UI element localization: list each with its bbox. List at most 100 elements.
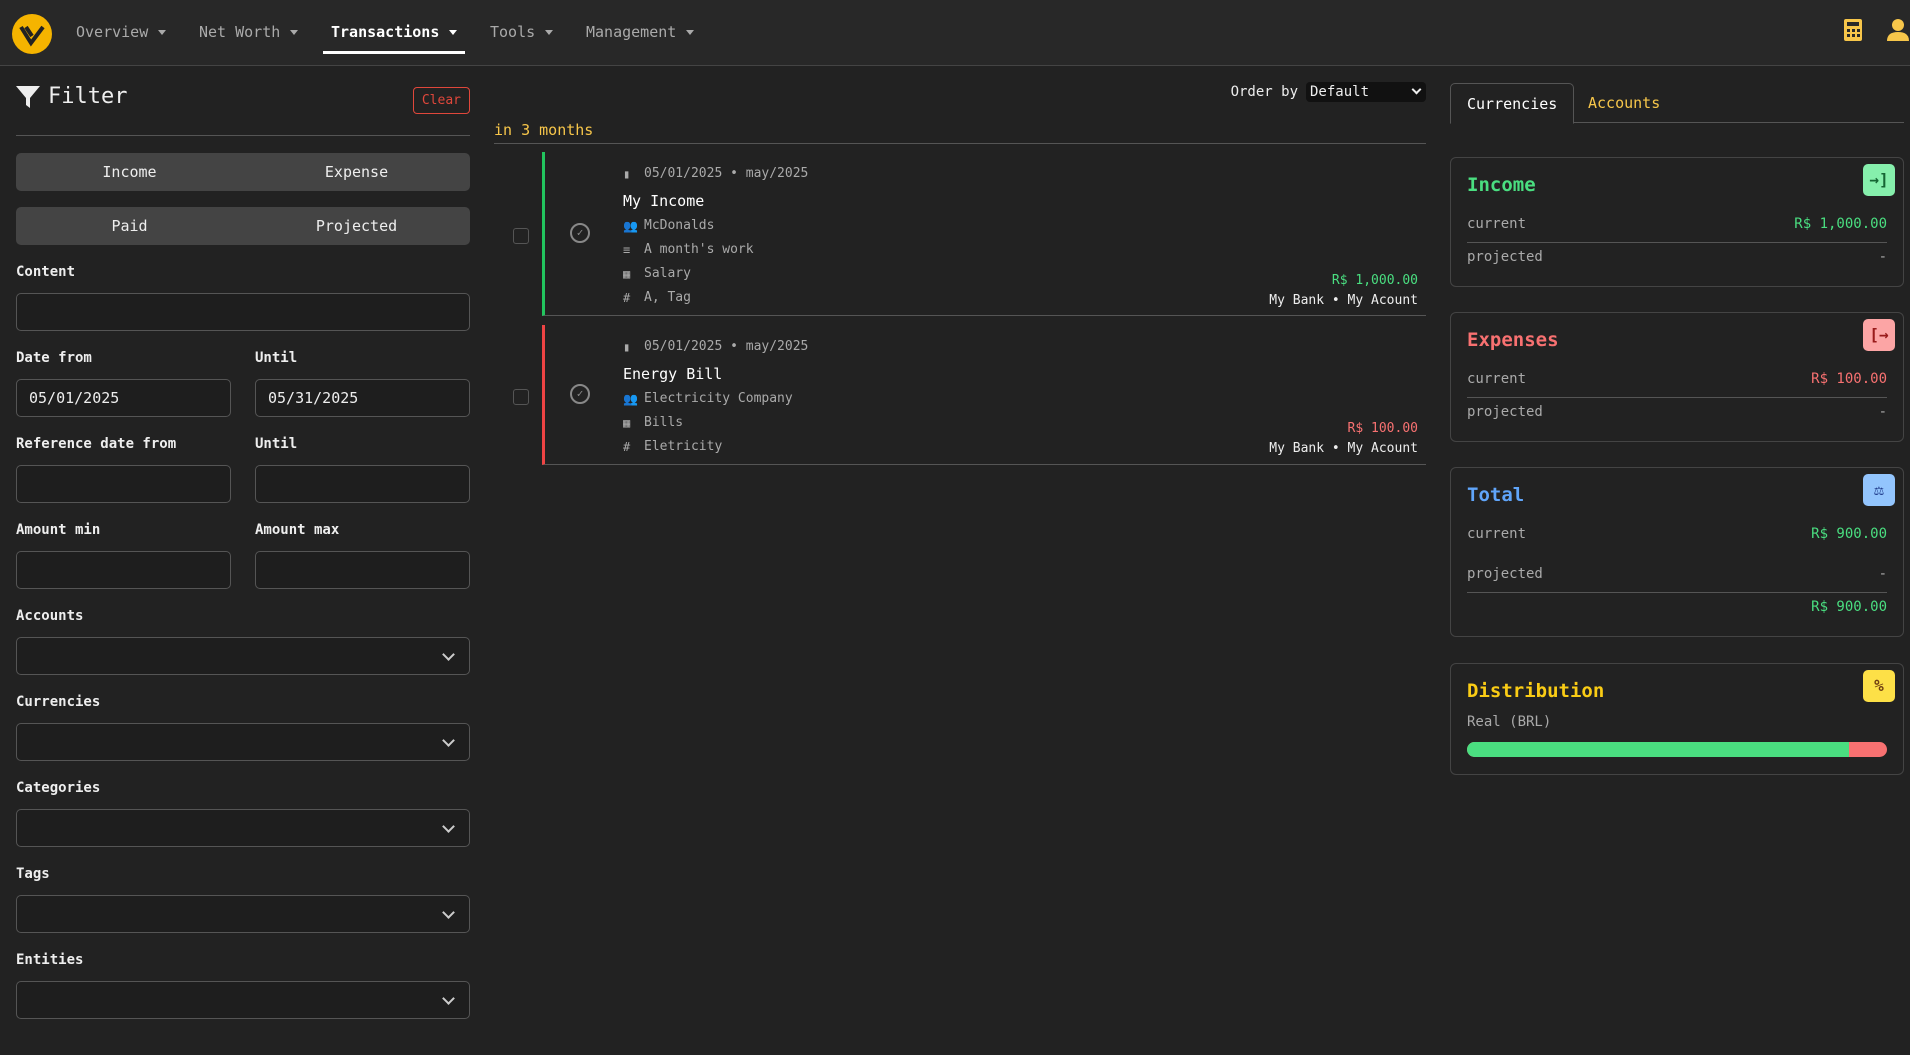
summary-tabs: Currencies Accounts [1450,83,1904,124]
current-value: R$ 1,000.00 [1794,216,1887,232]
order-label: Order by [1230,84,1298,100]
divider [494,143,1426,144]
category-icon: ▦ [623,415,631,430]
total-value: R$ 900.00 [1811,599,1887,615]
nav-overview[interactable]: Overview [76,0,167,54]
tx-date: 05/01/2025 • may/2025 [644,166,809,181]
currencies-select[interactable] [16,723,470,761]
navbar: Overview Net Worth Transactions Tools Ma… [0,0,1910,66]
amount-max-label: Amount max [255,522,340,538]
amount-max-input[interactable] [255,551,470,589]
description-icon: ≡ [623,242,631,257]
projected-label: projected [1467,566,1543,582]
tx-description: A month's work [644,242,754,257]
user-icon[interactable] [1886,18,1910,49]
divider [1467,397,1887,398]
tags-label: Tags [16,866,50,882]
nav-management[interactable]: Management [586,0,695,54]
tab-currencies[interactable]: Currencies [1450,83,1575,124]
paid-toggle[interactable]: Paid [111,217,148,235]
category-icon: ▦ [623,266,631,281]
ref-date-until-label: Until [255,436,298,452]
card-title: Total [1467,484,1525,506]
caret-down-icon [158,30,167,35]
transaction-row[interactable]: ✓ ▮ 05/01/2025 • may/2025 My Income 👥 McDo… [513,152,1426,316]
calendar-icon: ▮ [623,166,631,181]
current-label: current [1467,526,1527,542]
card-title: Distribution [1467,680,1605,702]
content-input[interactable] [16,293,470,331]
calendar-icon: ▮ [623,339,631,354]
sign-in-icon: →] [1863,164,1895,196]
caret-down-icon [545,30,554,35]
caret-down-icon [686,30,695,35]
ref-date-until-input[interactable] [255,465,470,503]
projected-label: projected [1467,249,1543,265]
ref-date-from-label: Reference date from [16,436,177,452]
tx-tags: A, Tag [644,290,691,305]
tx-date: 05/01/2025 • may/2025 [644,339,809,354]
caret-down-icon [449,30,458,35]
date-from-input[interactable]: 05/01/2025 [16,379,231,417]
date-until-input[interactable]: 05/31/2025 [255,379,470,417]
tags-select[interactable] [16,895,470,933]
paid-check-icon[interactable]: ✓ [570,223,590,243]
income-toggle[interactable]: Income [102,163,157,181]
filter-title: Filter [16,84,127,109]
distribution-card: Distribution % Real (BRL) [1450,663,1904,775]
nav-label: Tools [490,23,536,41]
accounts-select[interactable] [16,637,470,675]
nav-tools[interactable]: Tools [490,0,554,54]
divider [1467,242,1887,243]
current-value: R$ 900.00 [1811,526,1887,542]
users-icon: 👥 [623,391,638,406]
tx-entity: McDonalds [644,218,715,233]
nav-transactions[interactable]: Transactions [323,0,466,54]
entities-select[interactable] [16,981,470,1019]
order-select[interactable]: Default [1306,82,1426,102]
tx-account: My Bank • My Acount [1269,441,1418,456]
filter-title-text: Filter [48,84,128,109]
card-title: Expenses [1467,329,1559,351]
nav-label: Management [586,23,677,41]
income-card: Income →] current R$ 1,000.00 projected - [1450,157,1904,287]
select-checkbox[interactable] [513,228,529,244]
tx-amount: R$ 1,000.00 [1331,273,1418,288]
nav-net-worth[interactable]: Net Worth [199,0,299,54]
hashtag-icon: # [623,439,631,454]
projected-value: - [1878,566,1887,582]
transaction-row[interactable]: ✓ ▮ 05/01/2025 • may/2025 Energy Bill 👥 El… [513,325,1426,465]
total-card: Total ⚖ current R$ 900.00 projected - R$ 9… [1450,467,1904,637]
currencies-label: Currencies [16,694,101,710]
filter-icon [16,85,40,108]
hashtag-icon: # [623,290,631,305]
clear-button[interactable]: Clear [412,87,470,114]
categories-select[interactable] [16,809,470,847]
users-icon: 👥 [623,218,638,233]
projected-value: - [1878,404,1887,420]
select-checkbox[interactable] [513,389,529,405]
paid-check-icon[interactable]: ✓ [570,384,590,404]
ref-date-from-input[interactable] [16,465,231,503]
distribution-bar [1467,742,1887,757]
tx-entity: Electricity Company [644,391,793,406]
tx-category: Bills [644,415,684,430]
period-heading: in 3 months [494,121,594,139]
expense-toggle[interactable]: Expense [324,163,389,181]
current-label: current [1467,216,1527,232]
app-logo[interactable] [12,14,52,54]
projected-toggle[interactable]: Projected [315,217,398,235]
sign-out-icon: [→ [1863,319,1895,351]
tx-amount: R$ 100.00 [1347,421,1418,436]
status-toggle: Paid Projected [16,207,470,245]
divider [16,135,470,136]
current-value: R$ 100.00 [1811,371,1887,387]
tx-category: Salary [644,266,691,281]
categories-label: Categories [16,780,101,796]
type-toggle: Income Expense [16,153,470,191]
calculator-icon[interactable] [1843,18,1863,49]
amount-min-label: Amount min [16,522,101,538]
entities-label: Entities [16,952,84,968]
amount-min-input[interactable] [16,551,231,589]
tab-accounts[interactable]: Accounts [1588,94,1661,112]
